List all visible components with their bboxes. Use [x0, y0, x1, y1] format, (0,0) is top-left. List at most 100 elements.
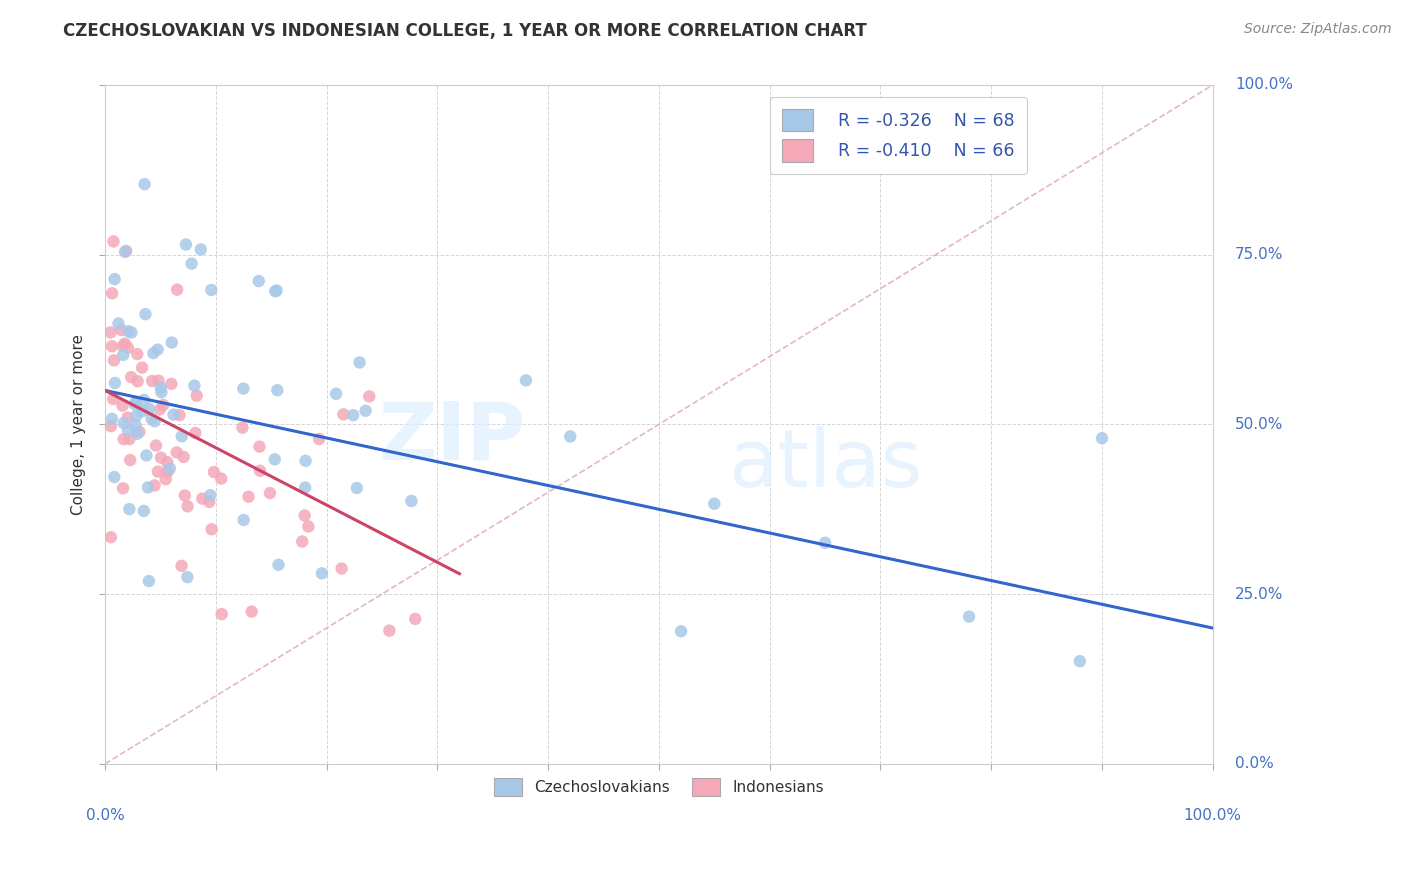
Point	[136, 480, 159, 494]
Point	[247, 274, 270, 288]
Point	[118, 432, 141, 446]
Point	[170, 558, 193, 573]
Point	[191, 491, 214, 506]
Point	[112, 481, 135, 495]
Point	[152, 398, 174, 412]
Point	[135, 449, 157, 463]
Point	[311, 566, 333, 581]
Point	[202, 465, 225, 479]
Point	[166, 445, 188, 459]
Point	[117, 410, 139, 425]
Point	[128, 425, 150, 439]
Point	[176, 570, 198, 584]
Point	[114, 336, 136, 351]
Point	[957, 609, 980, 624]
Text: 100.0%: 100.0%	[1184, 808, 1241, 823]
Point	[308, 432, 330, 446]
Point	[263, 452, 285, 467]
Point	[127, 347, 149, 361]
Point	[240, 605, 263, 619]
Point	[125, 418, 148, 433]
Point	[297, 519, 319, 533]
Point	[183, 378, 205, 392]
Point	[104, 376, 127, 390]
Point	[332, 408, 354, 422]
Text: 0.0%: 0.0%	[86, 808, 124, 823]
Point	[120, 370, 142, 384]
Point	[117, 424, 139, 438]
Point	[266, 383, 288, 397]
Point	[125, 409, 148, 423]
Point	[115, 244, 138, 258]
Point	[134, 307, 156, 321]
Point	[266, 284, 288, 298]
Point	[232, 513, 254, 527]
Point	[103, 235, 125, 249]
Point	[156, 465, 179, 479]
Point	[703, 497, 725, 511]
Point	[294, 508, 316, 523]
Point	[141, 374, 163, 388]
Point	[404, 612, 426, 626]
Point	[146, 465, 169, 479]
Point	[294, 481, 316, 495]
Point	[162, 408, 184, 422]
Point	[1069, 654, 1091, 668]
Point	[112, 348, 135, 362]
Point	[291, 534, 314, 549]
Text: 100.0%: 100.0%	[1234, 78, 1294, 93]
Point	[232, 382, 254, 396]
Text: 25.0%: 25.0%	[1234, 587, 1284, 601]
Legend: Czechoslovakians, Indonesians: Czechoslovakians, Indonesians	[486, 771, 831, 804]
Point	[134, 177, 156, 191]
Point	[159, 461, 181, 475]
Point	[184, 425, 207, 440]
Point	[101, 339, 124, 353]
Point	[112, 432, 135, 446]
Point	[125, 395, 148, 409]
Point	[155, 472, 177, 486]
Point	[346, 481, 368, 495]
Point	[190, 243, 212, 257]
Point	[127, 374, 149, 388]
Point	[249, 464, 271, 478]
Point	[149, 380, 172, 394]
Point	[146, 343, 169, 357]
Text: atlas: atlas	[728, 426, 922, 504]
Point	[249, 440, 271, 454]
Point	[150, 385, 173, 400]
Point	[117, 341, 139, 355]
Point	[259, 486, 281, 500]
Point	[132, 504, 155, 518]
Point	[198, 495, 221, 509]
Point	[814, 535, 837, 549]
Point	[342, 408, 364, 422]
Point	[200, 488, 222, 502]
Point	[330, 561, 353, 575]
Point	[143, 478, 166, 492]
Point	[141, 411, 163, 425]
Point	[231, 420, 253, 434]
Text: 50.0%: 50.0%	[1234, 417, 1284, 432]
Point	[359, 389, 381, 403]
Point	[160, 376, 183, 391]
Text: Source: ZipAtlas.com: Source: ZipAtlas.com	[1244, 22, 1392, 37]
Point	[100, 419, 122, 434]
Point	[145, 438, 167, 452]
Point	[100, 326, 122, 340]
Point	[209, 472, 232, 486]
Point	[104, 272, 127, 286]
Point	[117, 324, 139, 338]
Point	[107, 317, 129, 331]
Point	[515, 373, 537, 387]
Point	[112, 416, 135, 430]
Point	[103, 470, 125, 484]
Point	[156, 455, 179, 469]
Point	[354, 404, 377, 418]
Point	[201, 522, 224, 536]
Text: 0.0%: 0.0%	[1234, 756, 1274, 772]
Point	[211, 607, 233, 621]
Point	[325, 386, 347, 401]
Point	[669, 624, 692, 639]
Point	[114, 244, 136, 259]
